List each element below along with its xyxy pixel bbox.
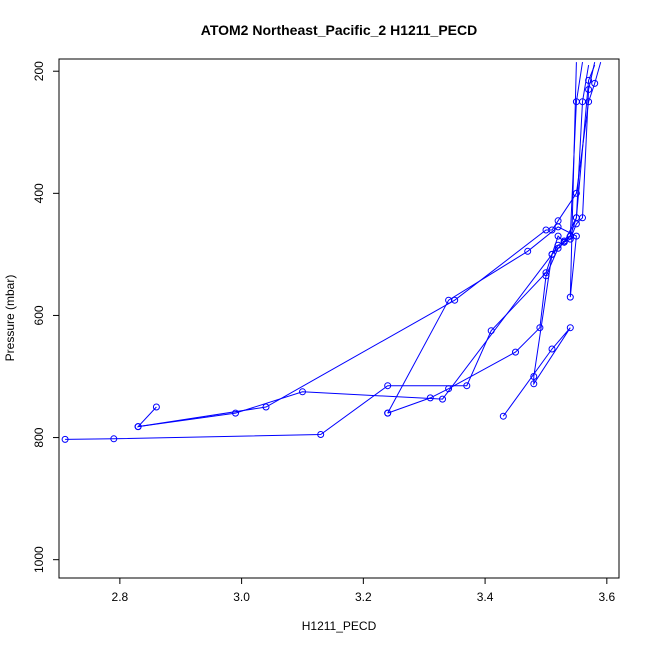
x-axis: 2.8 3.0 3.2 3.4 3.6 [112,578,615,604]
x-tick-label-3: 3.4 [477,590,494,604]
data-point-5-4 [524,247,532,255]
data-point-1-8 [384,382,392,390]
series-line-2 [136,61,602,428]
data-point-5-6 [384,409,392,417]
data-point-4-7 [530,373,538,380]
data-point-4-5 [560,238,568,246]
y-axis: 200 400 600 800 1000 [32,61,59,573]
data-point-5-2 [572,232,580,240]
y-tick-label-2: 600 [32,305,46,325]
data-point-5-1 [566,293,574,301]
data-point-5-3 [554,223,562,231]
series-group [61,61,602,443]
y-axis-label: Pressure (mbar) [3,275,17,362]
series-line-4 [502,61,596,417]
x-tick-label-1: 3.0 [233,590,250,604]
data-point-2-6 [542,226,550,234]
plot-frame [58,58,620,579]
data-point-1-11 [61,435,69,443]
y-tick-label-3: 800 [32,427,46,447]
x-tick-label-4: 3.6 [598,590,615,604]
series-line-1 [65,65,590,440]
data-point-2-8 [262,403,270,411]
data-point-4-6 [548,250,556,258]
data-point-3-1 [572,98,580,106]
data-point-2-1 [591,79,599,87]
data-point-1-9 [317,431,325,438]
x-tick-label-2: 3.2 [355,590,372,604]
data-point-4-11 [499,412,507,420]
data-point-1-10 [110,435,118,443]
data-point-2-10 [152,403,160,411]
series-line-3 [138,62,583,428]
data-point-3-6 [439,395,446,403]
data-point-0-7 [512,348,519,356]
chart-title: ATOM2 Northeast_Pacific_2 H1211_PECD [201,22,478,38]
data-point-4-1 [585,86,593,93]
data-point-3-7 [299,388,306,396]
y-tick-label-1: 400 [32,183,46,203]
data-point-3-9 [134,423,142,431]
series-line-5 [387,62,577,414]
data-point-4-9 [566,324,574,332]
data-point-4-8 [530,380,538,388]
data-point-4-10 [548,345,556,353]
data-point-3-8 [232,409,239,417]
data-point-1-7 [463,382,471,390]
data-point-4-2 [579,214,586,222]
data-point-4-3 [572,220,580,228]
x-tick-label-0: 2.8 [112,590,129,604]
x-axis-label: H1211_PECD [302,619,377,633]
data-point-4-4 [566,235,574,243]
y-tick-label-0: 200 [32,61,46,81]
data-point-5-5 [445,296,453,304]
data-point-0-6 [536,324,544,332]
data-point-1-4 [554,232,562,240]
y-tick-label-4: 1000 [32,546,46,573]
